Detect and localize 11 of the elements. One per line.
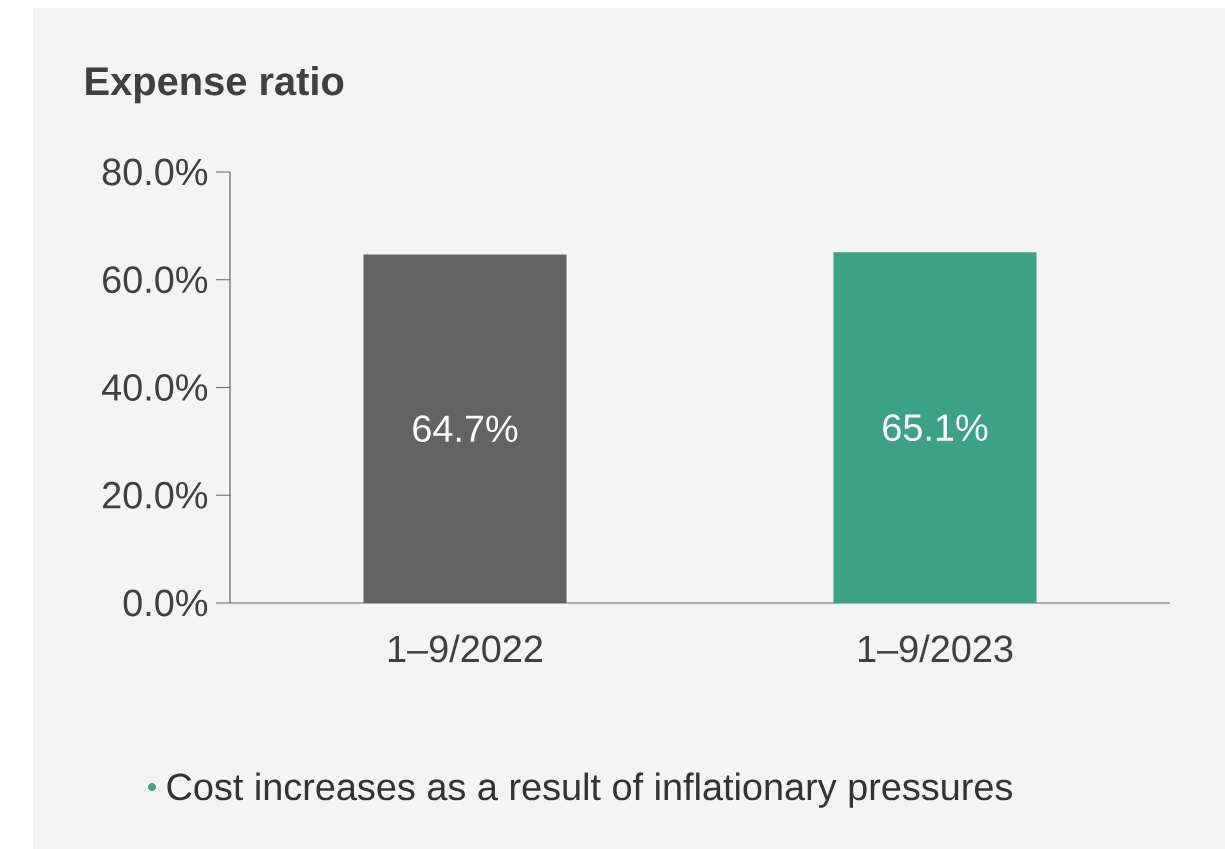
y-tick-label: 0.0% xyxy=(123,589,208,617)
x-tick-label: 1–9/2023 xyxy=(858,634,1013,663)
data-label: 65.1% xyxy=(883,414,988,442)
y-tick-label: 80.0% xyxy=(102,158,208,186)
y-tick-label: 20.0% xyxy=(103,481,208,509)
data-label: 64.7% xyxy=(413,415,518,443)
text: Cost increases as a result of inflationary pressures xyxy=(167,772,1012,808)
y-tick-label: 40.0% xyxy=(102,374,208,401)
x-tick-label: 1–9/2022 xyxy=(388,634,543,663)
chart-title: Expense ratio xyxy=(86,66,344,104)
y-tick-label: 60.0% xyxy=(103,266,208,294)
